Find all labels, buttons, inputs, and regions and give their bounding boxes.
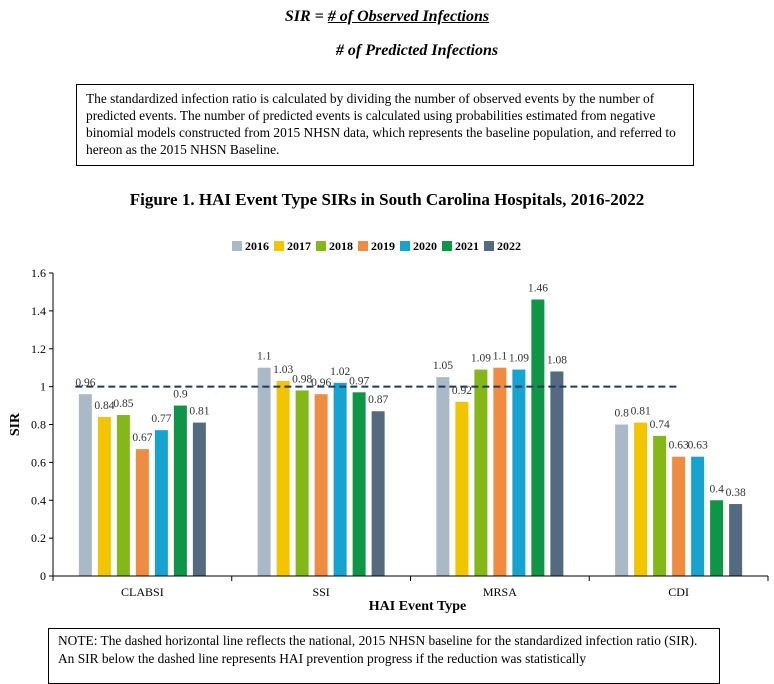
- data-label: 0.85: [113, 398, 133, 410]
- data-label: 0.9: [173, 389, 188, 401]
- bar: [691, 456, 705, 576]
- bar: [371, 411, 385, 576]
- data-label: 1.46: [528, 283, 548, 295]
- data-label: 0.38: [726, 487, 746, 499]
- legend-swatch: [400, 241, 410, 251]
- x-tick-label: SSI: [312, 585, 329, 599]
- data-label: 1.03: [273, 364, 293, 376]
- sir-formula-lhs: SIR =: [284, 8, 328, 25]
- bar: [154, 430, 168, 576]
- bar: [710, 500, 724, 576]
- legend-label: 2016: [245, 239, 269, 253]
- data-label: 1.02: [330, 366, 350, 378]
- legend-swatch: [316, 241, 326, 251]
- legend-swatch: [358, 241, 368, 251]
- bar: [531, 299, 545, 576]
- bar: [653, 435, 667, 576]
- data-label: 0.87: [368, 394, 388, 406]
- y-tick-label: 1.4: [31, 304, 46, 318]
- sir-formula-numerator: # of Observed Infections: [327, 8, 490, 25]
- y-axis-title: SIR: [8, 412, 23, 436]
- data-label: 0.8: [614, 408, 629, 420]
- legend-swatch: [484, 241, 494, 251]
- legend-label: 2020: [413, 239, 437, 253]
- data-label: 0.84: [94, 400, 114, 412]
- bar: [352, 392, 366, 576]
- legend-swatch: [442, 241, 452, 251]
- data-label: 1.1: [257, 351, 272, 363]
- bar: [135, 449, 149, 576]
- bar: [729, 504, 743, 576]
- x-tick-label: MRSA: [483, 585, 517, 599]
- bar: [493, 367, 507, 576]
- legend-swatch: [274, 241, 284, 251]
- data-label: 0.4: [709, 483, 724, 495]
- y-tick-label: 0.6: [31, 455, 46, 469]
- bar: [78, 394, 92, 576]
- y-tick-label: 0: [40, 569, 46, 583]
- data-label: 0.81: [189, 406, 209, 418]
- bar: [550, 371, 564, 576]
- figure-title: Figure 1. HAI Event Type SIRs in South C…: [129, 190, 645, 209]
- data-label: 0.97: [349, 375, 369, 387]
- bar: [276, 380, 290, 576]
- bar: [474, 369, 488, 576]
- data-label: 0.92: [452, 385, 472, 397]
- data-label: 0.81: [631, 406, 651, 418]
- bar: [455, 401, 469, 576]
- bar: [97, 416, 111, 576]
- sir-definition-box: The standardized infection ratio is calc…: [76, 84, 694, 166]
- bar: [672, 456, 686, 576]
- data-label: 0.63: [688, 440, 708, 452]
- data-label: 0.77: [151, 413, 171, 425]
- bar: [295, 390, 309, 576]
- legend-label: 2018: [329, 239, 353, 253]
- chart-legend: 2016 2017 2018 2019 2020 2021 2022: [232, 239, 521, 253]
- x-tick-label: CLABSI: [121, 585, 164, 599]
- y-tick-label: 0.8: [31, 418, 46, 432]
- y-tick-label: 1: [40, 380, 46, 394]
- data-label: 1.09: [509, 353, 529, 365]
- data-label: 1.05: [433, 360, 453, 372]
- legend-label: 2017: [287, 239, 311, 253]
- bar: [615, 424, 629, 576]
- x-tick-label: CDI: [668, 585, 689, 599]
- data-label: 0.98: [292, 373, 312, 385]
- bar: [192, 422, 206, 576]
- legend-label: 2021: [455, 239, 479, 253]
- data-label: 1.09: [471, 353, 491, 365]
- y-tick-label: 1.6: [31, 266, 46, 280]
- bar: [436, 377, 450, 576]
- sir-formula-denominator: # of Predicted Infections: [335, 42, 499, 59]
- sir-formula-numerator-line: SIR = # of Observed Infections: [0, 8, 774, 26]
- legend-label: 2022: [497, 239, 521, 253]
- data-label: 0.67: [132, 432, 152, 444]
- y-axis: 0 0.2 0.4 0.6 0.8 1 1.2 1.4 1.6: [31, 266, 54, 583]
- data-label: 1.08: [547, 354, 567, 366]
- data-label: 0.96: [311, 377, 331, 389]
- x-axis-title: HAI Event Type: [369, 599, 467, 614]
- bar: [333, 382, 347, 576]
- data-label: 0.74: [650, 419, 670, 431]
- data-label: 1.1: [493, 351, 508, 363]
- legend-label: 2019: [371, 239, 395, 253]
- bar-series: [78, 299, 743, 576]
- bar: [314, 394, 328, 576]
- y-tick-label: 0.4: [31, 493, 46, 507]
- x-axis: CLABSI SSI MRSA CDI: [52, 575, 769, 599]
- bar: [116, 415, 130, 576]
- y-tick-label: 0.2: [31, 531, 46, 545]
- data-label: 0.63: [669, 440, 689, 452]
- note-box: NOTE: The dashed horizontal line reflect…: [48, 628, 720, 684]
- y-tick-label: 1.2: [31, 342, 46, 356]
- bar: [257, 367, 271, 576]
- legend-swatch: [232, 241, 242, 251]
- bar: [634, 422, 648, 576]
- bar: [173, 405, 187, 576]
- sir-bar-chart: 2016 2017 2018 2019 2020 2021 2022 00.20.40.60…: [8, 239, 769, 614]
- bar: [512, 369, 526, 576]
